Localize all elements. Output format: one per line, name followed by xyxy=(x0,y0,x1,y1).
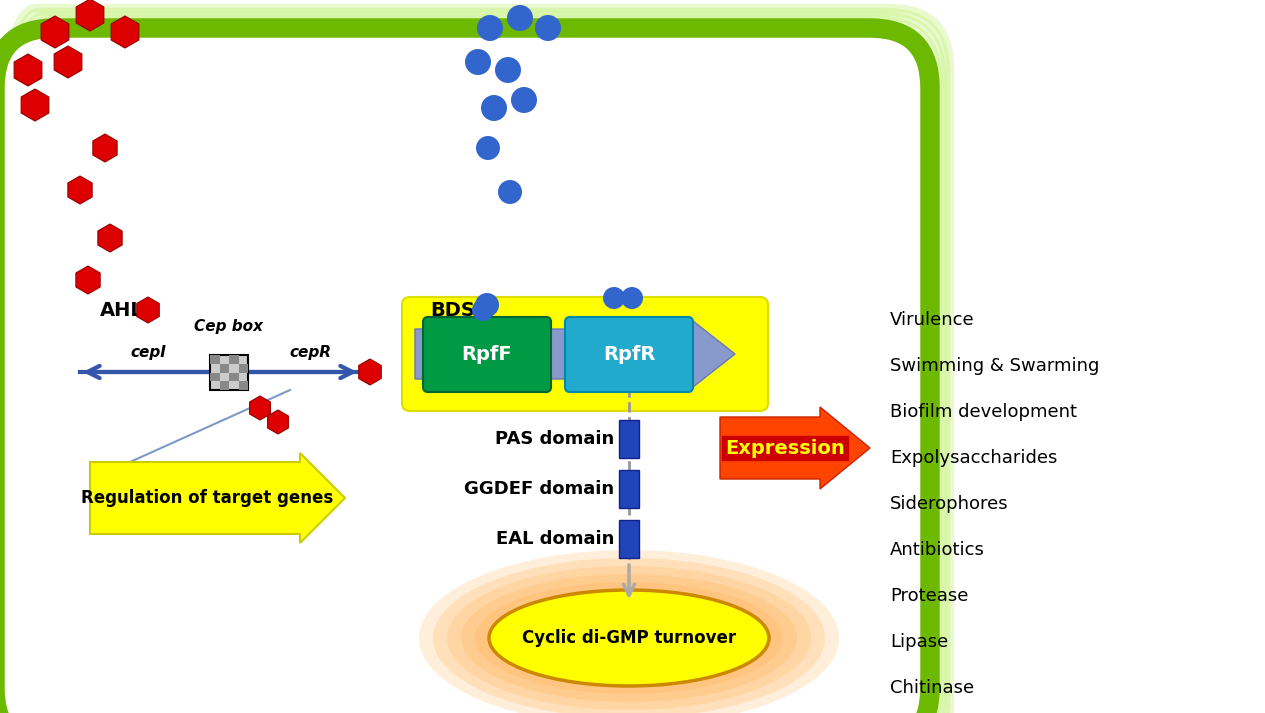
Bar xyxy=(229,372,239,381)
Text: Chitinase: Chitinase xyxy=(891,679,974,697)
Polygon shape xyxy=(76,0,104,31)
Ellipse shape xyxy=(433,558,825,713)
Circle shape xyxy=(511,87,538,113)
Text: cepR: cepR xyxy=(288,345,331,360)
Bar xyxy=(619,520,639,558)
Circle shape xyxy=(535,15,560,41)
Ellipse shape xyxy=(460,574,797,702)
Circle shape xyxy=(466,49,491,75)
FancyBboxPatch shape xyxy=(402,297,768,411)
Bar xyxy=(210,372,220,381)
Text: Swimming & Swarming: Swimming & Swarming xyxy=(891,357,1099,375)
Circle shape xyxy=(495,57,521,83)
FancyArrow shape xyxy=(720,407,870,489)
Text: Cyclic di-GMP turnover: Cyclic di-GMP turnover xyxy=(522,629,736,647)
Text: RpfR: RpfR xyxy=(603,345,655,364)
Circle shape xyxy=(481,95,507,121)
Ellipse shape xyxy=(447,566,811,710)
Text: Expression: Expression xyxy=(725,438,845,458)
Circle shape xyxy=(621,287,643,309)
Text: AHL: AHL xyxy=(100,300,144,319)
Polygon shape xyxy=(249,396,271,420)
Text: Protease: Protease xyxy=(891,587,969,605)
Text: EAL domain: EAL domain xyxy=(496,530,614,548)
FancyBboxPatch shape xyxy=(0,28,930,713)
Text: Biofilm development: Biofilm development xyxy=(891,403,1077,421)
Text: Cep box: Cep box xyxy=(194,319,263,334)
Text: BDSF: BDSF xyxy=(430,300,488,319)
Text: RpfF: RpfF xyxy=(462,345,512,364)
Polygon shape xyxy=(137,297,159,323)
Bar xyxy=(619,470,639,508)
Text: Virulence: Virulence xyxy=(891,311,974,329)
Polygon shape xyxy=(14,54,42,86)
Polygon shape xyxy=(97,224,123,252)
Text: Siderophores: Siderophores xyxy=(891,495,1008,513)
Circle shape xyxy=(476,136,500,160)
Bar xyxy=(210,355,248,390)
Text: GGDEF domain: GGDEF domain xyxy=(464,480,614,498)
Polygon shape xyxy=(111,16,139,48)
Polygon shape xyxy=(68,176,92,204)
Circle shape xyxy=(474,293,498,317)
Ellipse shape xyxy=(474,582,783,694)
Ellipse shape xyxy=(419,550,839,713)
Bar xyxy=(210,355,220,364)
Text: Expolysaccharides: Expolysaccharides xyxy=(891,449,1058,467)
Circle shape xyxy=(603,287,625,309)
Text: Lipase: Lipase xyxy=(891,633,949,651)
Bar xyxy=(619,420,639,458)
Text: Antibiotics: Antibiotics xyxy=(891,541,985,559)
Circle shape xyxy=(498,180,522,204)
Bar xyxy=(220,381,229,390)
Bar xyxy=(239,364,248,372)
Text: cepI: cepI xyxy=(130,345,166,360)
Polygon shape xyxy=(359,359,381,385)
Polygon shape xyxy=(76,266,100,294)
Circle shape xyxy=(507,5,533,31)
FancyArrow shape xyxy=(90,453,345,543)
Circle shape xyxy=(477,15,503,41)
Polygon shape xyxy=(54,46,82,78)
Polygon shape xyxy=(268,410,288,434)
FancyArrow shape xyxy=(415,321,735,387)
Circle shape xyxy=(472,299,495,321)
Bar xyxy=(229,355,239,364)
Text: Regulation of target genes: Regulation of target genes xyxy=(81,489,334,507)
FancyBboxPatch shape xyxy=(423,317,552,392)
Polygon shape xyxy=(22,89,49,121)
Text: PAS domain: PAS domain xyxy=(495,430,614,448)
Bar xyxy=(239,381,248,390)
Polygon shape xyxy=(42,16,68,48)
Polygon shape xyxy=(92,134,118,162)
FancyBboxPatch shape xyxy=(565,317,693,392)
Ellipse shape xyxy=(490,590,769,686)
Bar xyxy=(220,364,229,372)
